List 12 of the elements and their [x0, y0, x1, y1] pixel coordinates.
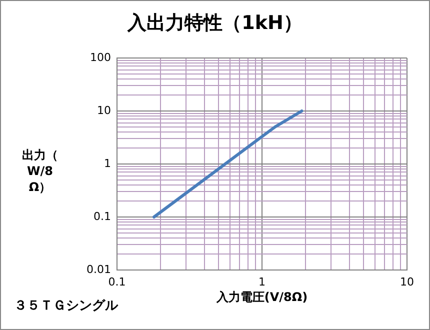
- y-tick-label: 0.1: [94, 210, 111, 223]
- x-axis-title: 入力電圧(V/8Ω): [215, 290, 308, 304]
- y-tick-label: 1: [104, 156, 111, 170]
- y-tick-label: 10: [97, 104, 111, 117]
- x-tick-label: 10: [400, 275, 414, 288]
- y-axis-title: 出力（W/8Ω）: [22, 148, 58, 194]
- x-tick-label: 0.1: [108, 275, 126, 288]
- y-tick-label: 0.01: [86, 262, 111, 276]
- x-tick-label: 1: [258, 275, 266, 288]
- y-tick-label: 100: [90, 50, 111, 64]
- chart-title: 入出力特性（1kH）: [126, 12, 302, 34]
- text: ３５ＴＧシングル: [14, 298, 119, 314]
